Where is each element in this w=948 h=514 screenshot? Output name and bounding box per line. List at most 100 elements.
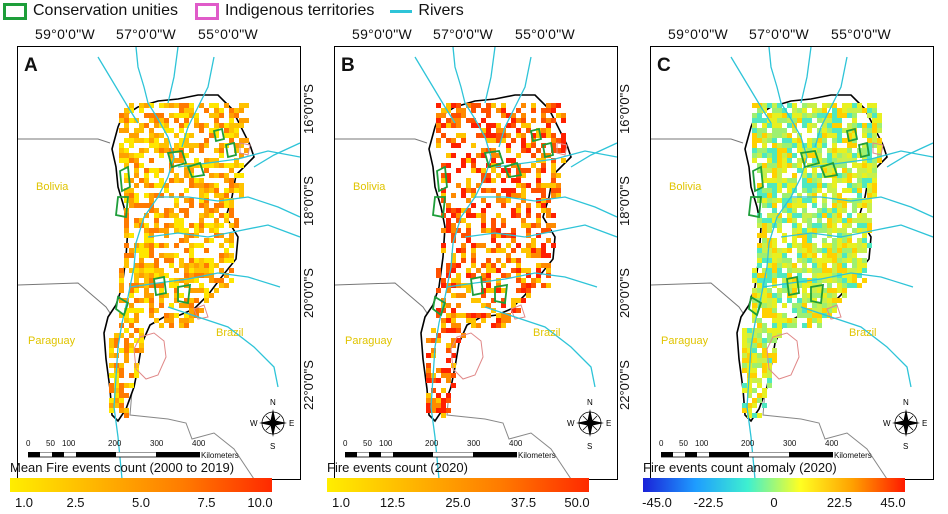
- fire-cell: [837, 198, 842, 203]
- fire-cell: [456, 103, 461, 108]
- fire-cell: [511, 178, 516, 183]
- longitude-label: 55°0'0"W: [198, 26, 258, 42]
- fire-cell: [526, 243, 531, 248]
- fire-cell: [521, 193, 526, 198]
- fire-cell: [466, 103, 471, 108]
- fire-cell: [832, 208, 837, 213]
- fire-cell: [481, 273, 486, 278]
- fire-cell: [124, 113, 129, 118]
- fire-cell: [461, 163, 466, 168]
- fire-cell: [456, 323, 461, 328]
- fire-cell: [817, 223, 822, 228]
- fire-cell: [807, 118, 812, 123]
- fire-cell: [837, 278, 842, 283]
- colorbar-tick: 37.5: [510, 495, 537, 510]
- fire-cell: [782, 198, 787, 203]
- fire-cell: [752, 363, 757, 368]
- fire-cell: [154, 118, 159, 123]
- fire-cell: [476, 313, 481, 318]
- compass-w: W: [883, 419, 891, 428]
- fire-cell: [194, 278, 199, 283]
- fire-cell: [817, 108, 822, 113]
- fire-cell: [124, 413, 129, 418]
- fire-cell: [792, 103, 797, 108]
- fire-cell: [832, 193, 837, 198]
- fire-cell: [129, 323, 134, 328]
- fire-cell: [194, 298, 199, 303]
- fire-cell: [164, 223, 169, 228]
- fire-cell: [441, 163, 446, 168]
- fire-cell: [516, 213, 521, 218]
- fire-cell: [782, 313, 787, 318]
- fire-cell: [827, 103, 832, 108]
- fire-cell: [481, 293, 486, 298]
- fire-cell: [209, 213, 214, 218]
- fire-cell: [486, 188, 491, 193]
- fire-cell: [837, 298, 842, 303]
- fire-cell: [159, 183, 164, 188]
- fire-cell: [762, 168, 767, 173]
- fire-cell: [466, 288, 471, 293]
- fire-cell: [852, 253, 857, 258]
- fire-cell: [762, 258, 767, 263]
- fire-cell: [832, 278, 837, 283]
- fire-cell: [219, 243, 224, 248]
- fire-cell: [767, 228, 772, 233]
- fire-cell: [827, 278, 832, 283]
- river: [129, 272, 281, 288]
- fire-cell: [229, 138, 234, 143]
- fire-cell: [777, 323, 782, 328]
- fire-cell: [862, 133, 867, 138]
- fire-cell: [792, 263, 797, 268]
- river: [800, 306, 912, 388]
- fire-cell: [772, 273, 777, 278]
- fire-cell: [491, 153, 496, 158]
- fire-cell: [219, 113, 224, 118]
- fire-cell: [516, 193, 521, 198]
- fire-cell: [822, 308, 827, 313]
- fire-cell: [239, 183, 244, 188]
- fire-cell: [124, 308, 129, 313]
- fire-cell: [119, 128, 124, 133]
- fire-cell: [144, 283, 149, 288]
- conservation-units: [748, 127, 871, 317]
- fire-cell: [782, 193, 787, 198]
- fire-cell: [239, 193, 244, 198]
- fire-cell: [189, 288, 194, 293]
- fire-cell: [822, 133, 827, 138]
- scale-bar-graphic: [345, 452, 517, 458]
- fire-cell: [496, 248, 501, 253]
- fire-cell: [812, 153, 817, 158]
- fire-cell: [219, 278, 224, 283]
- fire-cell: [124, 393, 129, 398]
- conservation-unit: [845, 127, 859, 143]
- fire-cell: [496, 243, 501, 248]
- fire-cell: [521, 188, 526, 193]
- fire-cell: [867, 158, 872, 163]
- river: [97, 56, 139, 124]
- fire-cell: [832, 203, 837, 208]
- fire-cell: [229, 243, 234, 248]
- fire-cell: [154, 168, 159, 173]
- fire-cell: [832, 228, 837, 233]
- fire-cell: [812, 303, 817, 308]
- fire-cell: [229, 118, 234, 123]
- fire-cell: [847, 283, 852, 288]
- fire-cell: [777, 183, 782, 188]
- colorbar-ticks: 1.0 12.5 25.0 37.5 50.0: [327, 495, 590, 511]
- fire-cell: [149, 128, 154, 133]
- fire-cell: [516, 278, 521, 283]
- fire-cell: [219, 163, 224, 168]
- fire-cell: [229, 223, 234, 228]
- fire-cell: [556, 193, 561, 198]
- fire-cell: [802, 298, 807, 303]
- fire-cell: [154, 173, 159, 178]
- fire-cell: [481, 213, 486, 218]
- fire-cell: [119, 368, 124, 373]
- fire-cell: [551, 148, 556, 153]
- fire-cell: [516, 183, 521, 188]
- scale-tick: 200: [425, 439, 439, 448]
- scale-bar: 0 50 100 200 300 400 Kilometers: [659, 439, 872, 460]
- fire-cell: [204, 143, 209, 148]
- fire-cell: [767, 153, 772, 158]
